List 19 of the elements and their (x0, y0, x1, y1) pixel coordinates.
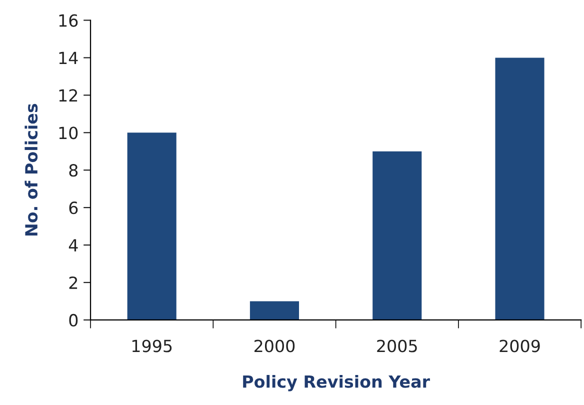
bar (372, 151, 422, 320)
y-tick-label: 10 (59, 126, 78, 140)
y-tick-label: 14 (59, 52, 78, 64)
x-tick-label: 2000 (254, 340, 295, 352)
y-tick-label: 0 (69, 314, 78, 327)
bar (495, 58, 544, 320)
y-tick-label: 16 (59, 14, 78, 27)
bar (250, 301, 300, 320)
x-tick-label: 2009 (500, 340, 540, 352)
y-tick-label: 2 (69, 276, 78, 289)
x-tick-label: 2005 (377, 340, 417, 352)
bar (127, 132, 176, 320)
y-axis-title: No. of Policies (24, 104, 38, 236)
x-axis-title: Policy Revision Year (243, 374, 430, 392)
y-tick-label: 12 (59, 89, 78, 102)
y-tick-label: 8 (69, 164, 78, 177)
y-tick-label: 6 (69, 202, 78, 214)
y-tick-label: 4 (68, 239, 78, 252)
x-tick-label: 1995 (132, 340, 172, 352)
